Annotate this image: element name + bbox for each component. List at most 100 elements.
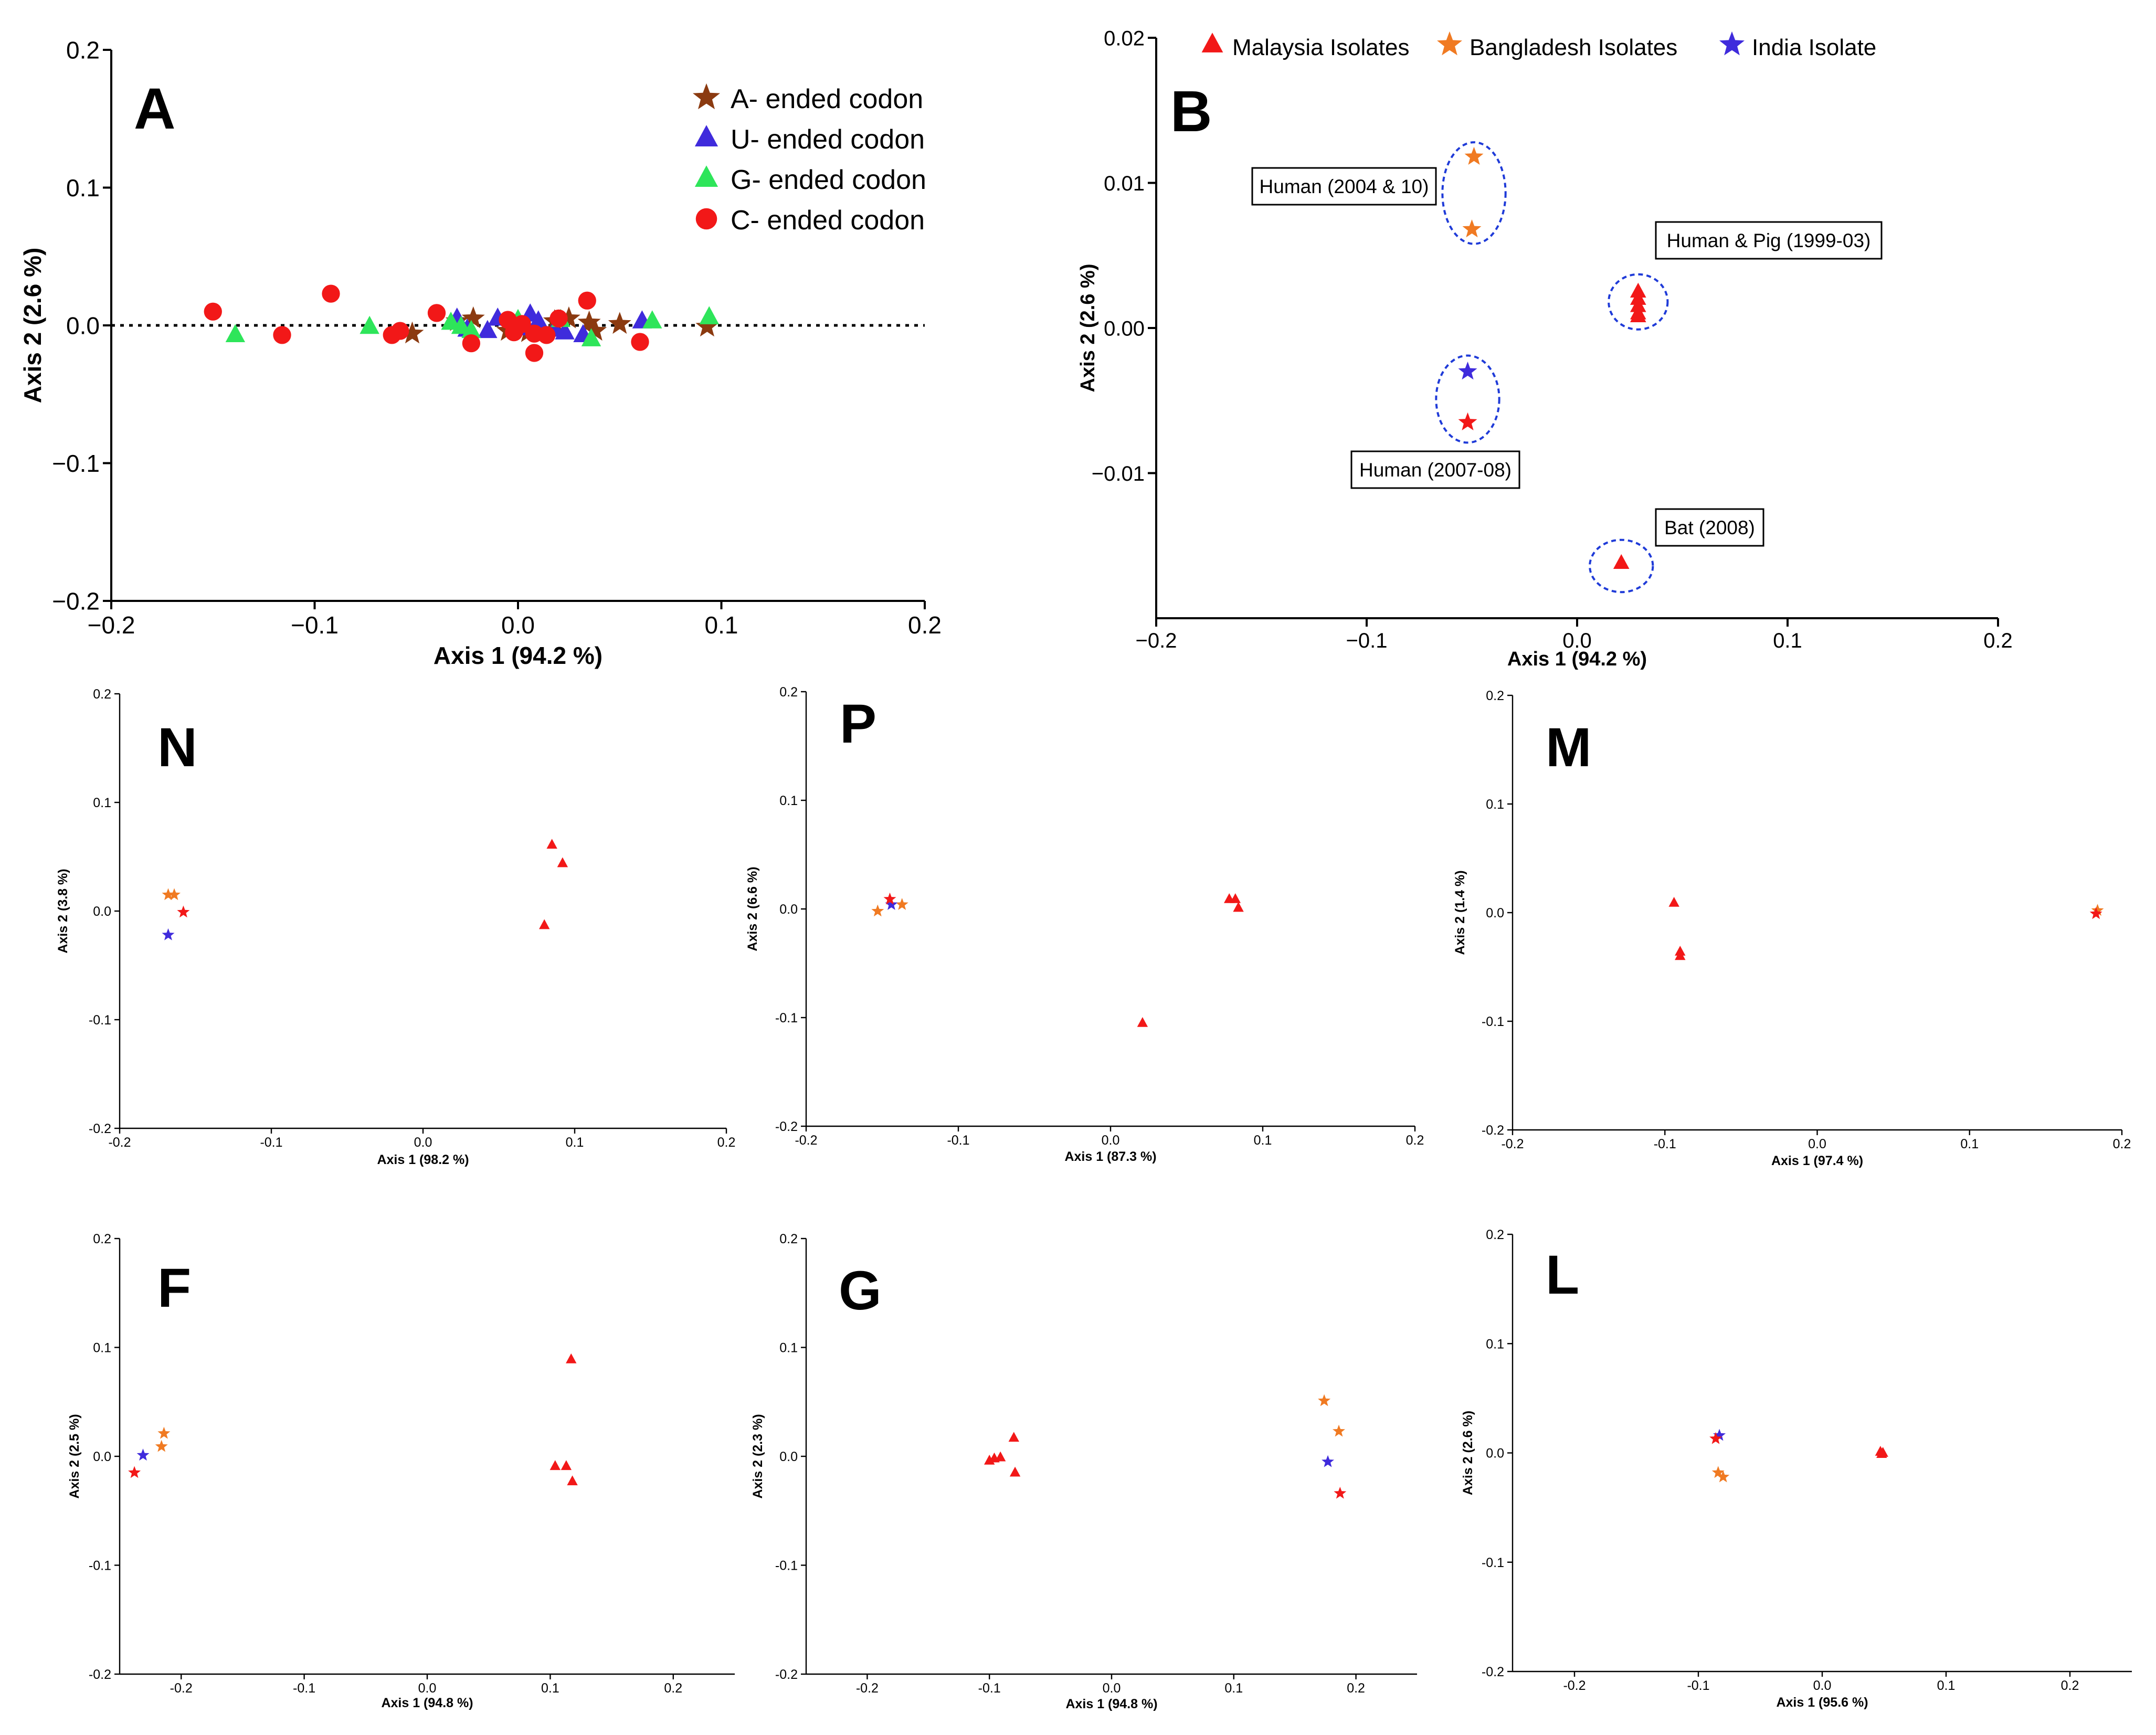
- data-point: [1458, 412, 1477, 430]
- x-axis-title: Axis 1 (97.4 %): [1771, 1154, 1863, 1168]
- x-tick-label: 0.2: [717, 1135, 736, 1150]
- data-point: [2091, 904, 2104, 916]
- panel-label: P: [840, 693, 876, 755]
- y-tick-label: −0.1: [52, 450, 100, 477]
- cluster-ellipse: [1435, 354, 1500, 444]
- x-tick-label: 0.2: [1406, 1133, 1424, 1148]
- y-axis-title: Axis 2 (1.4 %): [1453, 870, 1467, 955]
- data-point: [631, 333, 649, 351]
- data-point: [168, 888, 181, 901]
- x-tick-label: 0.2: [1347, 1681, 1365, 1696]
- y-tick-label: -0.2: [1482, 1123, 1504, 1138]
- legend-marker: [693, 83, 720, 110]
- legend-marker: [1719, 31, 1745, 56]
- x-tick-label: 0.1: [1254, 1133, 1272, 1148]
- y-tick-label: -0.1: [775, 1011, 798, 1025]
- data-point: [584, 319, 607, 341]
- x-axis-title: Axis 1 (87.3 %): [1064, 1149, 1156, 1164]
- panel-a: −0.2 −0.1 0.0 0.1 0.2 −0.2 −0.1 0.0 0.1 0.2 Axis 1…: [19, 37, 942, 669]
- x-tick-label: 0.0: [1808, 1137, 1826, 1151]
- x-tick-label: -0.1: [1654, 1137, 1676, 1151]
- panel-p: -0.2 -0.1 0.0 0.1 0.2 -0.2 -0.1 0.0 0.1 0.2 Axis 1…: [745, 685, 1424, 1164]
- y-tick-label: 0.1: [1486, 1337, 1504, 1351]
- cluster-ellipse: [1589, 538, 1654, 594]
- y-axis-title: Axis 2 (2.3 %): [751, 1414, 765, 1498]
- x-tick-label: −0.1: [291, 611, 339, 639]
- y-tick-label: 0.02: [1104, 27, 1145, 50]
- y-tick-label: 0.0: [779, 1450, 798, 1464]
- data-point: [871, 904, 884, 917]
- data-point: [1318, 1394, 1331, 1406]
- legend-marker: [694, 125, 718, 147]
- cluster-label-box: [1655, 508, 1764, 547]
- y-tick-label: 0.1: [779, 1341, 798, 1356]
- x-tick-label: 0.0: [1103, 1681, 1121, 1696]
- y-axis-title: Axis 2 (2.6 %): [19, 248, 46, 404]
- x-tick-label: -0.1: [260, 1135, 282, 1150]
- panel-label: G: [839, 1260, 882, 1321]
- y-tick-label: 0.2: [66, 37, 100, 64]
- data-point: [561, 1460, 572, 1470]
- data-point: [695, 314, 719, 337]
- data-point: [1334, 1487, 1347, 1499]
- data-point: [699, 306, 719, 324]
- cluster-label: Human & Pig (1999-03): [1667, 230, 1871, 251]
- data-point: [883, 892, 896, 905]
- x-tick-label: 0.1: [705, 611, 738, 639]
- legend-label: C- ended codon: [731, 205, 925, 236]
- y-axis-title: Axis 2 (2.5 %): [67, 1414, 82, 1498]
- data-point: [1233, 902, 1244, 912]
- y-tick-label: -0.2: [775, 1119, 798, 1134]
- legend-label: Malaysia Isolates: [1232, 35, 1409, 60]
- x-tick-label: 0.2: [2113, 1137, 2131, 1151]
- y-axis-title: Axis 2 (2.6 %): [1461, 1411, 1475, 1495]
- data-point: [177, 905, 190, 918]
- data-point: [1613, 554, 1630, 569]
- y-tick-label: 0.2: [779, 685, 798, 700]
- legend-label: A- ended codon: [731, 84, 923, 114]
- x-tick-label: 0.0: [418, 1681, 437, 1696]
- data-point: [451, 315, 471, 334]
- panel-label: M: [1546, 717, 1591, 778]
- data-point: [885, 898, 898, 910]
- x-tick-label: 0.2: [2061, 1678, 2079, 1693]
- data-point: [608, 312, 631, 334]
- data-point: [1713, 1429, 1726, 1441]
- x-tick-label: -0.2: [795, 1133, 817, 1148]
- y-tick-label: 0.0: [1486, 1446, 1504, 1461]
- y-tick-label: 0.2: [93, 1232, 111, 1246]
- data-point: [546, 839, 557, 849]
- x-tick-label: -0.1: [947, 1133, 969, 1148]
- cluster-label: Human (2007-08): [1359, 459, 1512, 481]
- data-point: [155, 1440, 168, 1452]
- data-point: [322, 284, 340, 303]
- y-tick-label: 0.0: [93, 904, 111, 919]
- data-point: [1009, 1466, 1021, 1477]
- data-point: [462, 334, 481, 353]
- panel-m: -0.2 -0.1 0.0 0.1 0.2 -0.2 -0.1 0.0 0.1 0.2 Axis 1…: [1453, 689, 2131, 1168]
- panel-label: B: [1170, 79, 1212, 144]
- y-tick-label: -0.1: [775, 1559, 798, 1573]
- x-tick-label: 0.1: [566, 1135, 584, 1150]
- data-point: [1464, 146, 1484, 165]
- y-tick-label: −0.2: [52, 588, 100, 615]
- x-axis-title: Axis 1 (94.8 %): [1065, 1697, 1157, 1711]
- y-tick-label: 0.0: [779, 902, 798, 917]
- x-tick-label: 0.0: [1813, 1678, 1832, 1693]
- legend-label: Bangladesh Isolates: [1470, 35, 1677, 60]
- x-tick-label: −0.1: [1346, 629, 1388, 652]
- data-point: [461, 306, 485, 329]
- cluster-ellipse: [1441, 141, 1507, 245]
- data-point: [539, 919, 550, 929]
- y-tick-label: 0.0: [93, 1450, 111, 1464]
- data-point: [1333, 1424, 1345, 1437]
- cluster-label-box: [1251, 167, 1437, 206]
- panel-label: A: [134, 77, 175, 141]
- data-point: [537, 326, 556, 344]
- data-point: [162, 928, 175, 940]
- y-tick-label: 0.1: [1486, 797, 1504, 812]
- x-axis-title: Axis 1 (98.2 %): [377, 1152, 469, 1167]
- legend-marker: [695, 208, 717, 230]
- legend-label: India Isolate: [1752, 35, 1876, 60]
